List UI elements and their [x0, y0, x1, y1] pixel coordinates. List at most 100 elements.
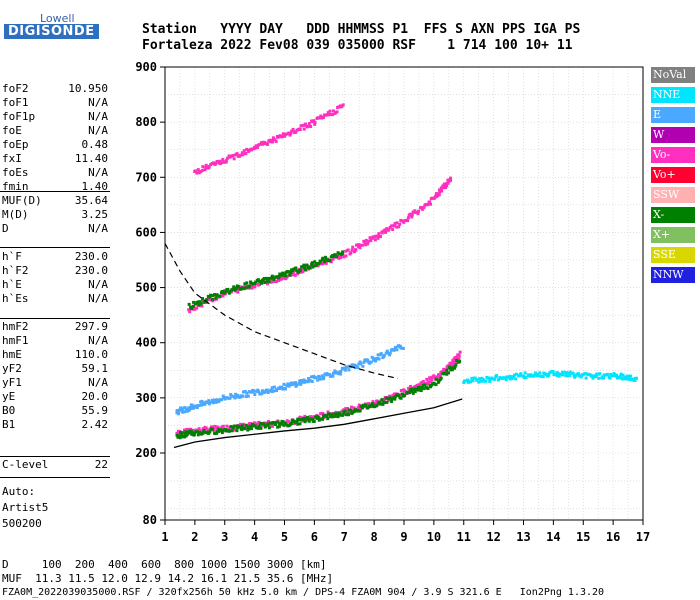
echo-point: [318, 260, 322, 264]
echo-point: [450, 368, 454, 372]
echo-point: [215, 159, 219, 163]
echo-point: [218, 294, 222, 298]
echo-point: [434, 377, 438, 381]
echo-point: [240, 151, 244, 155]
echo-point: [478, 377, 482, 381]
echo-point: [442, 186, 446, 190]
echo-point: [359, 362, 363, 366]
echo-point: [277, 425, 281, 429]
echo-point: [490, 377, 494, 381]
echo-point: [247, 148, 251, 152]
echo-point: [240, 427, 244, 431]
echo-point: [202, 429, 206, 433]
echo-point: [326, 410, 330, 414]
echo-point: [385, 400, 389, 404]
echo-point: [270, 138, 274, 142]
echo-point: [270, 279, 274, 283]
muf-dashed-line: [164, 243, 399, 380]
echo-point: [428, 202, 432, 206]
echo-point: [176, 429, 180, 433]
echo-point: [284, 422, 288, 426]
echo-point: [626, 375, 630, 379]
echo-point: [222, 291, 226, 295]
chart-axes: 1 2 3 4 5 6 7 8 9 10 11 12 13 14 15 16 17802003004005006…: [135, 60, 650, 544]
echo-point: [283, 134, 287, 138]
echo-point: [359, 404, 363, 408]
separator: [0, 247, 110, 248]
echo-point: [185, 433, 189, 437]
echo-point: [305, 263, 309, 267]
echo-point: [603, 373, 607, 377]
echo-point: [191, 304, 195, 308]
echo-point: [432, 374, 436, 378]
echo-point: [566, 374, 570, 378]
echo-point: [532, 373, 536, 377]
echo-point: [209, 293, 213, 297]
echo-point: [336, 415, 340, 419]
echo-point: [310, 379, 314, 383]
legend-item: X+: [651, 227, 695, 243]
echo-point: [324, 414, 328, 418]
echo-point: [300, 380, 304, 384]
echo-point: [258, 142, 262, 146]
echo-point: [449, 176, 453, 180]
echo-point: [262, 276, 266, 280]
echo-point: [343, 409, 347, 413]
echo-point: [432, 382, 436, 386]
param-value: 55.9: [81, 404, 109, 417]
echo-point: [324, 261, 328, 265]
echo-point: [273, 280, 277, 284]
echo-point: [536, 374, 540, 378]
echo-point: [406, 216, 410, 220]
y-tick-label: 500: [135, 281, 157, 295]
echo-point: [281, 387, 285, 391]
echo-point: [357, 362, 361, 366]
legend-item: W: [651, 127, 695, 143]
param-label: M(D): [2, 208, 29, 221]
echo-point: [393, 345, 397, 349]
echo-point: [214, 296, 218, 300]
echo-point: [434, 383, 438, 387]
echo-point: [301, 270, 305, 274]
echo-point: [331, 109, 335, 113]
echo-point: [303, 122, 307, 126]
echo-point: [555, 373, 559, 377]
echo-point: [605, 372, 609, 376]
echo-point: [215, 431, 219, 435]
echo-point: [484, 379, 488, 383]
echo-point: [220, 431, 224, 435]
echo-point: [313, 260, 317, 264]
echo-point: [328, 412, 332, 416]
echo-point: [221, 424, 225, 428]
echo-point: [515, 372, 519, 376]
echo-point: [244, 284, 248, 288]
echo-point: [407, 386, 411, 390]
echo-point: [207, 402, 211, 406]
echo-point: [333, 111, 337, 115]
echo-point: [245, 391, 249, 395]
echo-point: [578, 374, 582, 378]
echo-point: [629, 374, 633, 378]
echo-point: [257, 424, 261, 428]
echo-point: [331, 371, 335, 375]
echo-point: [260, 142, 264, 146]
param-label: foF1: [2, 96, 29, 109]
echo-point: [538, 374, 542, 378]
echo-point: [429, 376, 433, 380]
echo-point: [318, 377, 322, 381]
echo-point: [417, 209, 421, 213]
param-value: 297.9: [74, 320, 108, 333]
chart-grid: [164, 66, 644, 520]
echo-point: [446, 181, 450, 185]
echo-point: [244, 423, 248, 427]
echo-point: [213, 293, 217, 297]
param-row: foF2 10.950: [2, 82, 108, 96]
echo-point: [471, 379, 475, 383]
echo-point: [226, 287, 230, 291]
echo-point: [411, 210, 415, 214]
param-row: fmin 1.40: [2, 180, 108, 194]
echo-point: [176, 410, 180, 414]
echo-point: [243, 389, 247, 393]
echo-point: [297, 418, 301, 422]
x-tick-label: 16: [606, 530, 620, 544]
